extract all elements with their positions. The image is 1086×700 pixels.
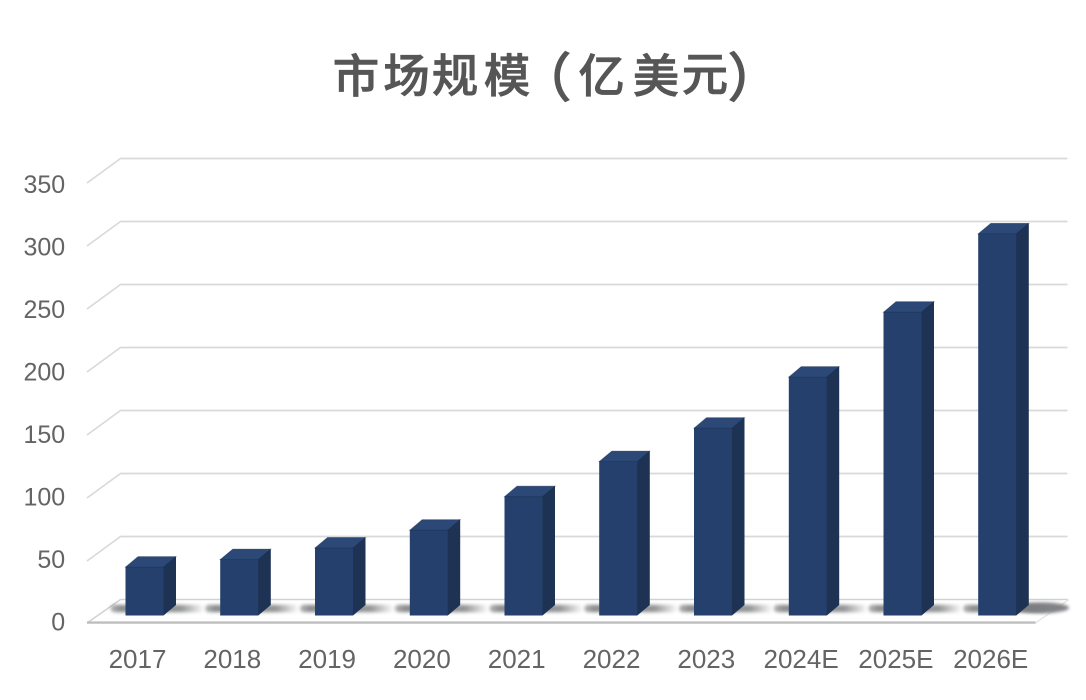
svg-text:50: 50 [37, 546, 65, 574]
svg-text:200: 200 [23, 358, 65, 386]
svg-text:2025E: 2025E [858, 644, 933, 674]
svg-text:0: 0 [51, 609, 65, 637]
svg-text:150: 150 [23, 421, 65, 449]
svg-text:2021: 2021 [488, 644, 546, 674]
svg-text:2023: 2023 [677, 644, 735, 674]
svg-text:2024E: 2024E [764, 644, 839, 674]
svg-text:2018: 2018 [203, 644, 261, 674]
svg-text:250: 250 [23, 296, 65, 324]
svg-text:100: 100 [23, 484, 65, 512]
svg-text:2019: 2019 [298, 644, 356, 674]
svg-text:300: 300 [23, 233, 65, 261]
svg-text:2020: 2020 [393, 644, 451, 674]
svg-text:2022: 2022 [583, 644, 641, 674]
svg-text:2026E: 2026E [953, 644, 1028, 674]
svg-text:2017: 2017 [109, 644, 167, 674]
svg-text:350: 350 [23, 171, 65, 199]
